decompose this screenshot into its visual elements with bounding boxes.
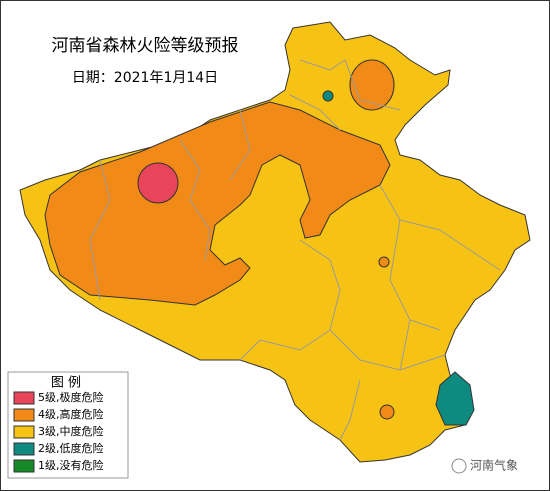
legend-label: 4级,高度危险: [38, 407, 104, 421]
legend-swatch: [13, 391, 35, 405]
legend-label: 5级,极度危险: [38, 390, 104, 404]
region-level-4: [44, 101, 391, 306]
watermark: 河南气象: [470, 458, 518, 473]
legend: 5级,极度危险 4级,高度危险 3级,中度危险 2级,低度危险 1级,没有危险: [13, 390, 104, 473]
province-level-3: [19, 21, 531, 463]
legend-swatch: [13, 442, 35, 456]
region-level-5: [137, 162, 179, 204]
legend-label: 1级,没有危险: [38, 458, 104, 472]
region-level-4: [379, 404, 395, 420]
legend-label: 3级,中度危险: [38, 424, 104, 438]
boundaries: [89, 59, 501, 441]
region-level-2: [435, 371, 475, 426]
map-title: 河南省森林火险等级预报: [52, 36, 239, 56]
watermark-icon: [451, 458, 467, 474]
region-level-4: [378, 256, 390, 268]
region-level-4: [349, 59, 395, 111]
legend-swatch: [13, 425, 35, 439]
legend-label: 2级,低度危险: [38, 441, 104, 455]
legend-swatch: [13, 408, 35, 422]
legend-swatch: [13, 459, 35, 473]
region-level-2: [322, 90, 334, 102]
legend-title: 图 例: [51, 376, 81, 391]
map-date: 日期：2021年1月14日: [72, 70, 218, 86]
